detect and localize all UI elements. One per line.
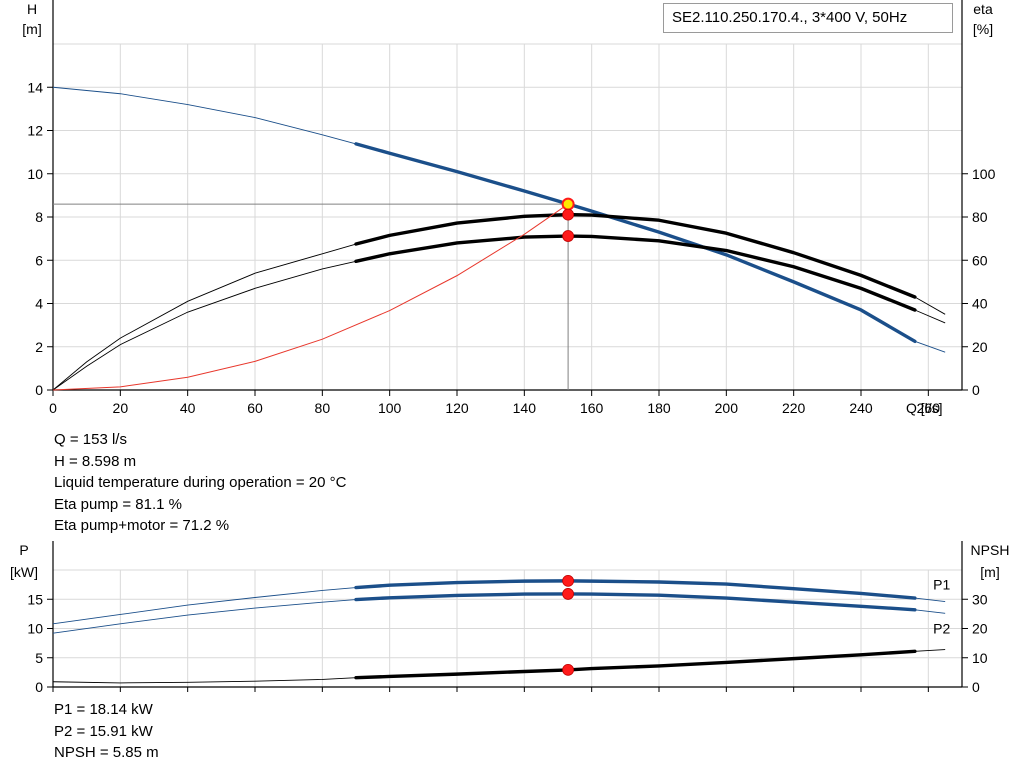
y-left-tick-label: 4 [35,296,43,312]
y-left-axis-label: H [27,1,37,17]
y-right-tick-label: 100 [972,166,996,182]
info-npsh: NPSH = 5.85 m [54,744,159,761]
x-tick-label: 0 [49,400,57,416]
y-left-tick-label: 12 [27,123,43,139]
info-p2: P2 = 15.91 kW [54,722,153,740]
operating-point-marker [562,588,574,600]
x-tick-label: 120 [445,400,469,416]
pump-title: SE2.110.250.170.4., 3*400 V, 50Hz [663,3,953,33]
y-left-tick-label: 15 [27,591,43,607]
y-left-axis-unit: [kW] [10,564,38,580]
y-left-axis-label: P [19,542,28,558]
y-left-tick-label: 6 [35,252,43,268]
series-npsh [52,649,946,684]
info-eta-total: Eta pump+motor = 71.2 % [54,517,230,534]
y-left-tick-label: 2 [35,339,43,355]
series-system-curve-line [52,203,569,391]
power-info: P1 = 18.14 kW P2 = 15.91 kW NPSH = 5.85 … [54,699,159,764]
series-eta-total [52,234,946,391]
grid [53,569,962,687]
y-right-axis-unit: [m] [980,564,999,580]
series-npsh-thin [52,649,946,684]
x-tick-label: 160 [580,400,604,416]
series-system-curve [52,203,569,391]
series-p2: P2 [52,592,951,636]
y-left-tick-label: 10 [27,621,43,637]
y-right-tick-label: 30 [972,591,988,607]
y-right-tick-label: 20 [972,339,988,355]
x-tick-label: 20 [113,400,129,416]
operating-point-marker [562,208,574,221]
operating-point-marker [562,663,574,676]
x-tick-label: 40 [180,400,196,416]
y-left-tick-label: 10 [27,166,43,182]
power-npsh-chart: 0 5 10 15 0 10 20 30 P [kW] NPSH [m] P1 P2 [10,541,1009,695]
y-right-axis-label: NPSH [971,542,1010,558]
y-left-tick-label: 8 [35,209,43,225]
info-liquid-temp: Liquid temperature during operation = 20… [54,474,347,491]
x-tick-label: 200 [715,400,739,416]
series-npsh-bold [354,649,917,680]
x-tick-label: 260 [917,400,941,416]
info-flow: Q = 153 l/s [54,431,127,448]
info-p1: P1 = 18.14 kW [54,701,153,718]
y-right-tick-label: 0 [972,382,980,398]
series-p2-thin [52,593,946,634]
series-h-bold [354,142,917,344]
y-right-tick-label: 60 [972,252,988,268]
x-tick-label: 220 [782,400,806,416]
x-tick-label: 80 [315,400,331,416]
operating-point-marker [562,574,574,587]
y-left-tick-label: 0 [35,382,43,398]
operating-point-marker [562,230,574,242]
y-right-axis-unit: [%] [973,21,993,37]
legend-p1: P1 [933,577,950,593]
y-left-tick-label: 0 [35,679,43,695]
x-tick-label: 240 [849,400,873,416]
y-left-tick-label: 5 [35,650,43,666]
y-right-tick-label: 80 [972,209,988,225]
x-tick-label: 100 [378,400,402,416]
y-right-tick-label: 40 [972,296,988,312]
y-right-tick-label: 0 [972,679,980,695]
x-tick-label: 140 [513,400,537,416]
series-h [52,86,946,353]
x-tick-label: 60 [247,400,263,416]
legend-p2: P2 [933,620,950,636]
series-p1-bold [354,579,917,600]
series-p2-bold [354,592,917,612]
info-eta-pump: Eta pump = 81.1 % [54,495,182,513]
y-right-axis-label: eta [973,1,993,17]
duty-point-marker [561,197,575,211]
y-left-tick-label: 14 [27,79,43,95]
y-right-tick-label: 20 [972,621,988,637]
info-head: H = 8.598 m [54,452,137,470]
y-right-tick-label: 10 [972,650,988,666]
series-eta-pump [52,212,946,391]
duty-point-info: Q = 153 l/s H = 8.598 m Liquid temperatu… [54,429,346,537]
y-left-axis-unit: [m] [22,21,41,37]
series-eta-total-bold [354,234,917,312]
x-tick-label: 180 [647,400,671,416]
series-eta-pump-bold [354,212,917,299]
series-p1: P1 [52,577,951,625]
x-axis-label: Q [l/s] [906,400,943,416]
